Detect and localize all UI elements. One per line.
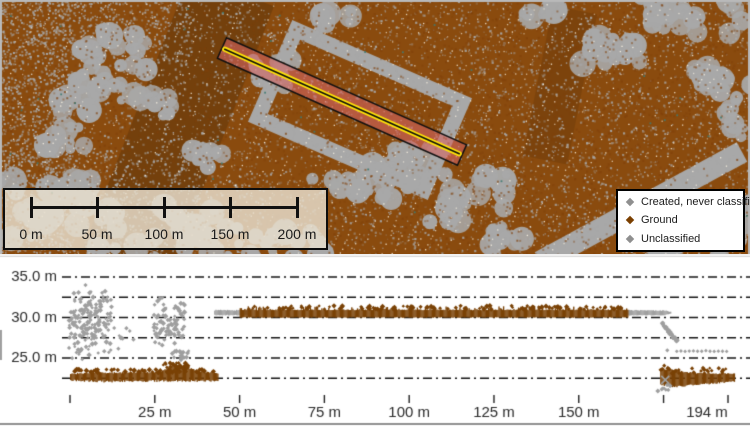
scale-label-150: 150 m: [210, 226, 250, 242]
scale-bar-line: [31, 206, 298, 209]
map-scale-bar: 0 m 50 m 100 m 150 m 200 m: [3, 188, 328, 250]
scale-label-50: 50 m: [81, 226, 113, 242]
view-separator: [0, 254, 750, 257]
scale-label-100: 100 m: [144, 226, 184, 242]
legend-item-label: Unclassified: [641, 232, 701, 245]
map-legend: Created, never classified Ground Unclass…: [616, 189, 750, 252]
unclassified-class-diamond-icon: [625, 234, 635, 244]
legend-item-label: Created, never classified: [641, 196, 750, 209]
legend-item-unclassified: Unclassified: [625, 232, 743, 245]
scale-label-200: 200 m: [277, 226, 317, 242]
legend-item-ground: Ground: [625, 214, 743, 227]
legend-item-label: Ground: [641, 214, 678, 227]
legend-item-created: Created, never classified: [625, 196, 750, 208]
ground-class-diamond-icon: [625, 216, 635, 225]
profile-view-canvas[interactable]: [0, 256, 750, 426]
created-class-diamond-icon: [625, 197, 635, 207]
scale-label-0: 0 m: [19, 226, 43, 242]
